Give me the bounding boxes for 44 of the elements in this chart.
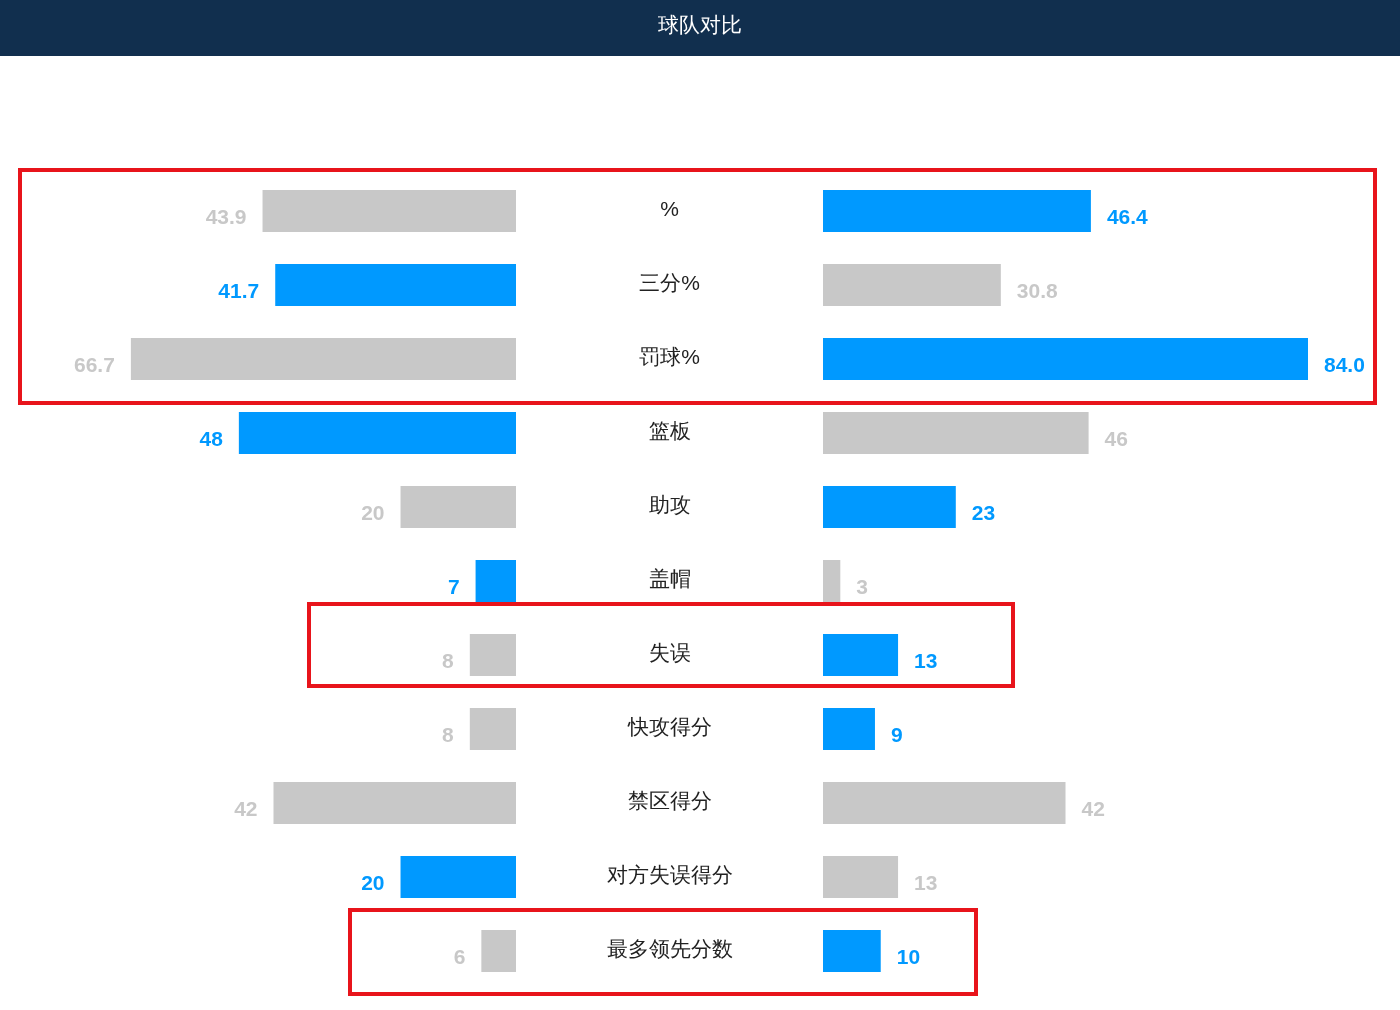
bar [823,412,1089,454]
y-tick-label: 盖帽 [648,567,691,591]
bar [475,560,516,602]
y-tick-label: 失误 [648,641,691,665]
bar [823,338,1308,380]
data-label: 48 [199,426,224,450]
y-tick-label: 助攻 [648,493,691,517]
bar [400,486,516,528]
y-tick-label: 对方失误得分 [606,863,733,887]
bar [823,708,875,750]
bar [823,634,899,676]
y-tick-label: 最多领先分数 [606,937,733,961]
data-label: 13 [914,648,938,672]
data-label: 46.4 [1106,204,1149,228]
y-tick-label: 罚球% [639,345,700,369]
y-tick-label: % [660,197,679,221]
text: 球队对比 [658,12,742,38]
data-label: 9 [890,722,903,746]
bar [130,338,516,380]
bar [823,190,1091,232]
bar [469,708,516,750]
bar [823,486,956,528]
bar [273,782,516,824]
data-label: 23 [971,500,996,524]
bar [262,190,516,232]
data-label: 20 [361,870,385,894]
bar [823,264,1001,306]
y-tick-label: 禁区得分 [627,789,712,813]
bar [275,264,516,306]
data-label: 10 [896,944,921,968]
data-label: 41.7 [218,278,260,302]
data-label: 7 [447,574,460,598]
y-tick-label: 快攻得分 [627,715,712,739]
y-tick-label: 篮板 [648,419,691,443]
bar [238,412,516,454]
y-tick-label: 三分% [639,271,700,295]
bar [481,930,516,972]
data-label: 84.0 [1324,352,1365,376]
bar [823,560,841,602]
bar [823,930,881,972]
bar [469,634,516,676]
bar [400,856,516,898]
bar [823,856,899,898]
bar [823,782,1066,824]
